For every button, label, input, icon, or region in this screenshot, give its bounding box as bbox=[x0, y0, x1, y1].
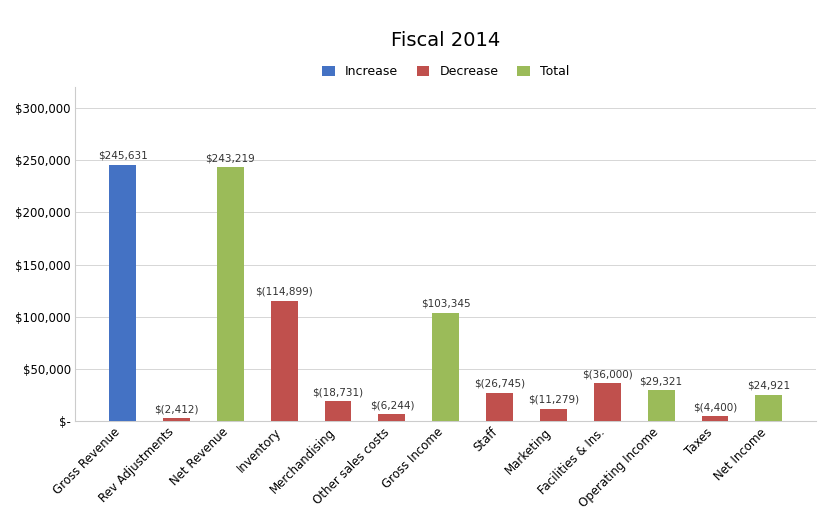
Text: $29,321: $29,321 bbox=[640, 376, 683, 386]
Text: $(4,400): $(4,400) bbox=[693, 402, 737, 412]
Text: $(2,412): $(2,412) bbox=[155, 404, 199, 414]
Bar bbox=[432, 313, 460, 421]
Bar bbox=[217, 167, 243, 421]
Text: $(6,244): $(6,244) bbox=[370, 400, 414, 410]
Text: $(114,899): $(114,899) bbox=[255, 287, 313, 297]
Text: $24,921: $24,921 bbox=[747, 381, 790, 391]
Text: $243,219: $243,219 bbox=[205, 153, 255, 163]
Text: $(26,745): $(26,745) bbox=[474, 379, 525, 389]
Bar bbox=[378, 414, 406, 421]
Bar bbox=[271, 301, 297, 421]
Bar bbox=[325, 401, 352, 421]
Bar bbox=[701, 416, 729, 421]
Text: $103,345: $103,345 bbox=[421, 299, 470, 309]
Text: $245,631: $245,631 bbox=[98, 151, 147, 161]
Bar bbox=[540, 409, 567, 421]
Bar bbox=[109, 165, 136, 421]
Text: $(11,279): $(11,279) bbox=[528, 395, 579, 405]
Legend: Increase, Decrease, Total: Increase, Decrease, Total bbox=[317, 60, 574, 83]
Title: Fiscal 2014: Fiscal 2014 bbox=[391, 31, 500, 50]
Bar bbox=[486, 393, 513, 421]
Bar bbox=[755, 395, 782, 421]
Bar bbox=[163, 418, 190, 421]
Text: $(36,000): $(36,000) bbox=[582, 369, 632, 379]
Bar bbox=[647, 390, 675, 421]
Text: $(18,731): $(18,731) bbox=[312, 387, 364, 397]
Bar bbox=[594, 383, 621, 421]
